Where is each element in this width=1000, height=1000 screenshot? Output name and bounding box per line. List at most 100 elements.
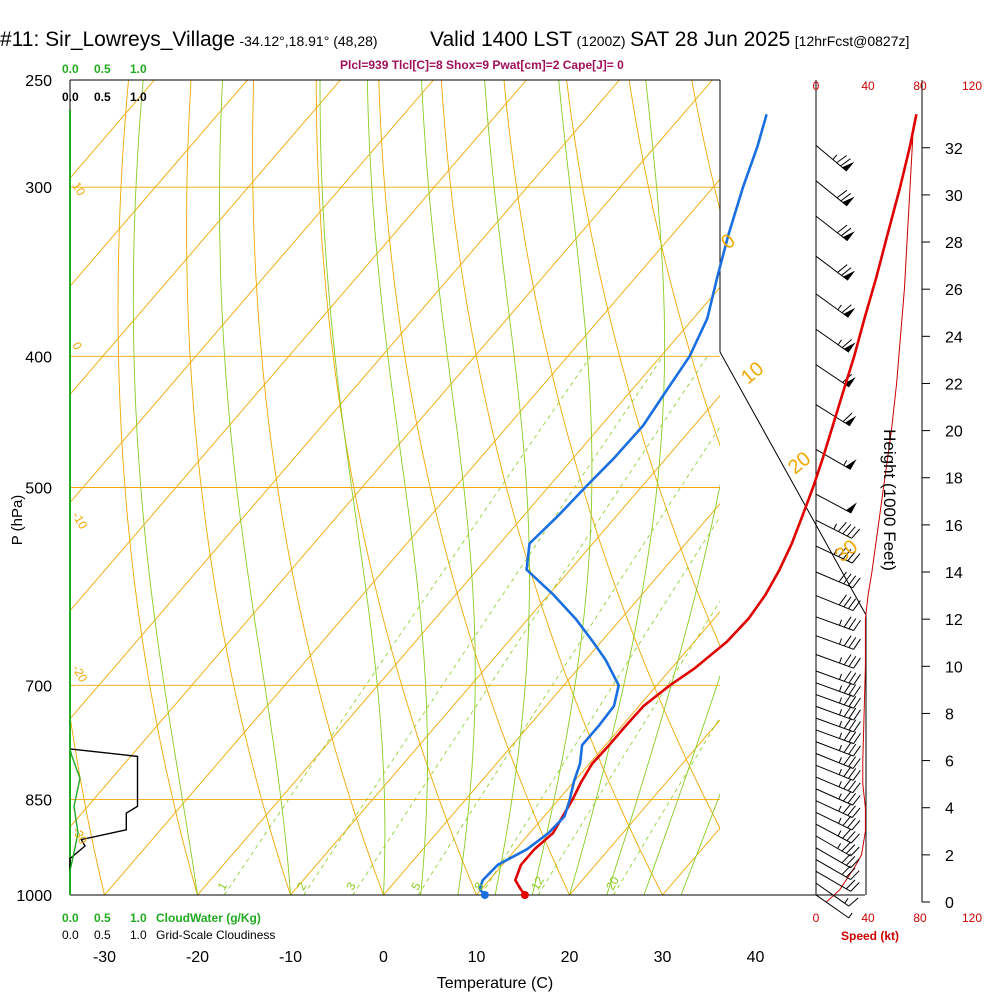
dry-adiabat: [754, 80, 1000, 895]
temperature-tick-label: 10: [468, 949, 486, 966]
barb-flag: [848, 756, 857, 767]
wind-barb: [815, 215, 855, 242]
cloudiness-scale-label: 1.0: [130, 90, 147, 104]
barb-flag: [851, 528, 861, 539]
barb-flag: [845, 879, 856, 890]
barb-staff: [815, 694, 854, 709]
dry-adiabat: [503, 80, 720, 830]
isotherm-line: [383, 503, 720, 895]
barb-flag: [848, 618, 857, 630]
chart-header: #11: Sir_Lowreys_Village -34.12°,18.91° …: [0, 28, 378, 52]
cloudiness-scale-label: 0.5: [94, 90, 111, 104]
barb-flag: [848, 719, 857, 731]
mixing-ratio-line: [303, 356, 664, 895]
barb-half-flag: [838, 781, 842, 788]
moist-adiabat: [219, 80, 291, 895]
cloud-water-scale-label: 0.5: [94, 911, 111, 925]
barb-flag: [853, 638, 861, 650]
barb-half-flag: [839, 720, 843, 727]
barb-staff: [815, 741, 854, 757]
barb-flag: [841, 267, 852, 276]
wind-barb: [815, 764, 861, 781]
barb-flag: [848, 684, 857, 696]
wind-barb: [815, 328, 856, 353]
barb-pennant: [842, 161, 855, 172]
barb-flag: [847, 817, 856, 829]
cloud-water-label: CloudWater (g/Kg): [156, 911, 261, 925]
height-tick-label: 16: [945, 518, 963, 535]
wind-barb: [815, 694, 861, 709]
barb-flag: [847, 805, 856, 816]
barb-staff: [815, 788, 853, 806]
barb-flag: [841, 304, 852, 314]
dry-adiabat-label: -30: [69, 825, 90, 847]
barb-flag: [847, 793, 856, 804]
pressure-tick-label: 500: [25, 481, 52, 498]
barb-flag: [843, 573, 852, 585]
height-tick-label: 8: [945, 706, 954, 723]
cloudiness-scale-label: 0.5: [94, 928, 111, 942]
dry-adiabat: [70, 712, 105, 895]
wind-barb: [815, 682, 861, 697]
dry-adiabat-label: -20: [69, 663, 90, 685]
cloudiness-label: Grid-Scale Cloudiness: [156, 928, 275, 942]
barb-staff: [815, 328, 850, 353]
barb-flag: [843, 694, 852, 706]
speed-scale-label: 80: [913, 79, 927, 93]
wind-barb: [815, 729, 861, 745]
pressure-tick-label: 1000: [16, 888, 52, 905]
barb-flag: [848, 743, 857, 755]
barb-flag: [845, 856, 856, 866]
barb-flag: [846, 526, 856, 537]
mixing-ratio-line: [613, 716, 720, 895]
wind-barb: [815, 670, 861, 686]
barb-half-flag: [839, 732, 843, 739]
barb-pennant: [843, 270, 856, 281]
barb-flag: [848, 598, 857, 609]
barb-flag: [846, 831, 856, 841]
barb-flag: [843, 706, 852, 717]
pressure-tick-label: 700: [25, 678, 52, 695]
mixing-ratio-line: [537, 600, 720, 895]
wind-barb: [815, 255, 856, 281]
barb-half-flag: [838, 805, 842, 812]
cloud-water-scale-label: 1.0: [130, 62, 147, 76]
barb-half-flag: [837, 339, 842, 346]
barb-flag: [843, 717, 852, 729]
speed-scale-label: 40: [861, 911, 875, 925]
barb-flag: [837, 521, 847, 532]
barb-half-flag: [833, 523, 837, 530]
wind-barb: [815, 571, 861, 589]
barb-half-flag: [848, 912, 853, 919]
barb-flag: [845, 844, 856, 854]
barb-flag: [836, 189, 848, 199]
x-axis-title: Temperature (C): [437, 975, 553, 992]
barb-half-flag: [838, 768, 842, 775]
barb-flag: [842, 548, 852, 560]
barb-staff: [815, 717, 854, 733]
height-tick-label: 24: [945, 329, 963, 346]
dry-adiabat: [440, 80, 663, 895]
valid-time: Valid 1400 LST: [430, 28, 573, 51]
barb-flag: [853, 697, 861, 709]
moist-adiabat: [531, 80, 593, 895]
barb-half-flag: [837, 304, 842, 311]
wind-barb: [815, 180, 855, 207]
barb-staff: [815, 215, 848, 242]
height-tick-label: 6: [945, 754, 954, 771]
barb-half-flag: [839, 673, 843, 680]
barb-flag: [853, 657, 861, 669]
wind-speed-profile: [826, 124, 914, 903]
barb-flag: [853, 674, 861, 685]
temperature-profile: [514, 114, 918, 896]
isotherm-line: [70, 80, 248, 287]
moist-adiabat: [680, 793, 720, 895]
height-axis-title: Height (1000 Feet): [880, 429, 899, 571]
cloudiness-scale-label: 0.0: [62, 90, 79, 104]
dry-adiabat: [186, 80, 291, 895]
moist-adiabat: [569, 80, 666, 895]
barb-flag: [848, 897, 859, 907]
barb-half-flag: [833, 548, 838, 555]
temperature-tick-label: -30: [93, 949, 116, 966]
barb-flag: [843, 616, 852, 628]
